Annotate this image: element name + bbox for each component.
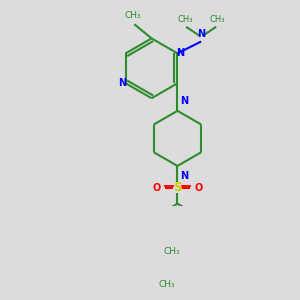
- Text: CH₃: CH₃: [209, 15, 225, 24]
- Text: O: O: [195, 183, 203, 193]
- Text: N: N: [118, 78, 127, 88]
- Text: N: N: [180, 171, 188, 181]
- Text: CH₃: CH₃: [164, 247, 180, 256]
- Text: CH₃: CH₃: [159, 280, 175, 289]
- Text: N: N: [180, 96, 188, 106]
- Text: CH₃: CH₃: [178, 15, 193, 24]
- Text: N: N: [197, 29, 205, 39]
- Text: S: S: [173, 182, 182, 194]
- Text: N: N: [177, 48, 185, 59]
- Text: CH₃: CH₃: [124, 11, 141, 20]
- Text: O: O: [152, 183, 160, 193]
